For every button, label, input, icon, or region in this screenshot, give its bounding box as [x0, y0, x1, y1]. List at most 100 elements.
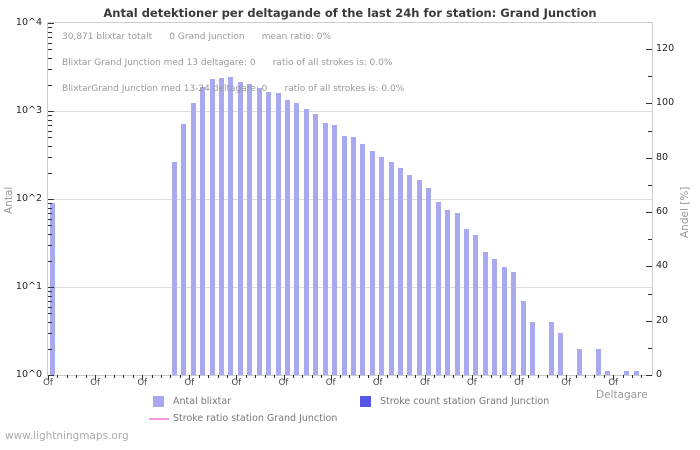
left-axis-minor-tick — [48, 348, 52, 350]
right-axis-tick — [646, 320, 652, 322]
bar — [181, 124, 187, 375]
left-axis-minor-tick — [48, 333, 52, 334]
left-axis-tick — [48, 111, 54, 112]
x-axis-tick — [236, 375, 238, 380]
left-axis-minor-tick — [48, 295, 52, 297]
x-axis-minor-tick — [415, 375, 417, 378]
watermark: www.lightningmaps.org — [5, 430, 129, 442]
left-axis-minor-tick — [48, 322, 52, 324]
x-axis-minor-tick — [208, 375, 210, 378]
x-axis-minor-tick — [537, 375, 539, 378]
right-axis-tick — [646, 375, 652, 376]
bar — [501, 266, 507, 375]
left-axis-minor-tick — [48, 115, 52, 117]
x-axis-minor-tick — [490, 375, 492, 378]
right-axis-tick-label: 60 — [656, 206, 669, 217]
right-axis-minor-tick — [648, 184, 652, 186]
right-axis-minor-tick — [648, 130, 652, 132]
legend-line-stroke-ratio — [149, 418, 169, 420]
left-axis-minor-tick — [48, 313, 52, 315]
bar — [577, 348, 583, 375]
bar — [313, 114, 319, 375]
x-axis-minor-tick — [170, 375, 172, 378]
bar — [332, 125, 338, 375]
x-axis-minor-tick — [575, 375, 577, 378]
x-axis-minor-tick — [358, 375, 360, 378]
bar — [190, 102, 196, 375]
left-axis-tick — [48, 375, 54, 376]
left-axis-minor-tick — [48, 203, 52, 205]
right-axis-tick — [646, 266, 652, 268]
bar — [275, 93, 281, 375]
right-axis-tick-label: 120 — [656, 43, 675, 54]
bar — [426, 187, 432, 375]
left-axis-minor-tick — [48, 119, 52, 121]
right-axis-tick — [646, 49, 652, 50]
x-axis-minor-tick — [509, 375, 511, 378]
gridline — [48, 111, 652, 112]
x-axis-minor-tick — [434, 375, 436, 378]
bar — [369, 151, 375, 375]
bar — [256, 88, 262, 375]
x-axis-tick-label: Of — [278, 378, 289, 388]
left-axis-minor-tick — [48, 172, 52, 174]
bar — [228, 76, 234, 375]
x-axis-minor-tick — [123, 375, 125, 378]
left-axis-minor-tick — [48, 146, 52, 148]
left-axis-minor-tick — [48, 130, 52, 132]
x-axis-minor-tick — [179, 375, 181, 378]
bar — [322, 122, 328, 375]
left-axis-minor-tick — [48, 31, 52, 33]
x-axis-minor-tick — [217, 375, 219, 378]
bar — [492, 258, 498, 375]
x-axis-tick-label: Of — [231, 378, 242, 388]
left-axis-tick — [48, 23, 54, 24]
left-axis-tick-label: 10^2 — [15, 193, 42, 204]
x-axis-minor-tick — [641, 375, 643, 378]
gridline — [48, 287, 652, 288]
x-axis-minor-tick — [151, 375, 153, 378]
bar — [463, 228, 469, 375]
x-axis-minor-tick — [264, 375, 266, 378]
bar — [520, 300, 526, 375]
left-axis-tick — [48, 199, 54, 200]
legend-label-antal-blixtar: Antal blixtar — [173, 396, 232, 407]
bar — [633, 371, 639, 375]
right-axis-tick — [646, 103, 652, 105]
right-axis-minor-tick — [648, 76, 652, 78]
x-axis-minor-tick — [161, 375, 163, 378]
bar — [595, 348, 601, 375]
x-axis-tick-label: Of — [561, 378, 571, 388]
legend-label-stroke-count: Stroke count station Grand Junction — [380, 396, 550, 407]
bar — [548, 322, 554, 375]
left-axis-minor-tick — [48, 137, 52, 139]
right-axis-minor-tick — [648, 347, 652, 349]
left-axis-tick — [48, 287, 54, 288]
bar — [407, 175, 413, 375]
left-axis-minor-tick — [48, 36, 52, 38]
x-axis-tick-label: Of — [514, 378, 524, 388]
bar — [294, 103, 300, 375]
x-axis-tick-label: Of — [467, 378, 477, 388]
right-axis-tick-label: 20 — [656, 314, 669, 326]
x-axis-minor-tick — [443, 375, 445, 378]
left-axis-minor-tick — [48, 42, 52, 44]
x-axis-tick — [519, 375, 520, 380]
bar — [435, 202, 441, 375]
x-axis-minor-tick — [584, 375, 586, 378]
x-axis-minor-tick — [321, 375, 323, 378]
annotation-station-13-24: BlixtarGrand Junction med 13-24 deltagar… — [62, 84, 405, 94]
x-axis-minor-tick — [387, 375, 389, 378]
chart-title: Antal detektioner per deltagande of the … — [103, 6, 597, 20]
bar — [209, 79, 215, 375]
bar — [558, 333, 564, 375]
x-axis-minor-tick — [340, 375, 342, 378]
x-axis-minor-tick — [349, 375, 351, 378]
right-axis-tick-label: 0 — [656, 369, 663, 380]
left-axis-minor-tick — [48, 69, 52, 70]
x-axis-minor-tick — [481, 375, 483, 378]
bar — [473, 234, 479, 375]
legend-swatch-antal-blixtar — [153, 396, 164, 407]
x-axis-minor-tick — [113, 375, 115, 378]
